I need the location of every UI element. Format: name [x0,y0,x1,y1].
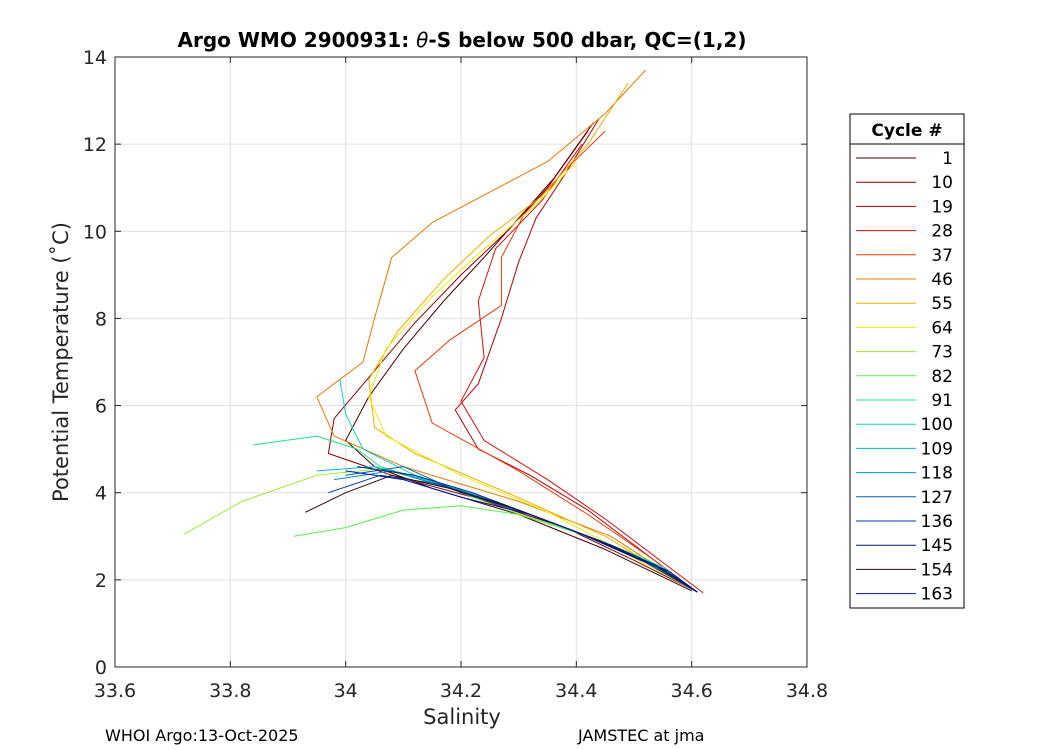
x-tick-label: 34.6 [671,680,713,702]
series-line-cycle-46 [316,69,698,593]
legend-label: 19 [931,197,953,217]
y-axis-label: Potential Temperature (˚C) [49,222,73,502]
legend-label: 91 [931,391,953,411]
legend-label: 37 [931,246,953,266]
legend-box [849,113,965,609]
chart-title-theta: θ [416,28,428,52]
series-line-cycle-64 [368,161,698,593]
x-axis-label: Salinity [423,705,501,729]
legend-label: 64 [931,318,953,338]
legend-label: 10 [931,173,953,193]
legend-title: Cycle # [871,121,942,141]
legend-label: 46 [931,270,953,290]
legend-label: 127 [921,488,953,508]
x-tick-label: 33.6 [94,680,136,702]
x-tick-label: 34 [334,680,358,702]
legend-label: 82 [931,367,953,387]
legend-label: 109 [921,439,953,459]
ticks: 33.6 33.8 34 34.2 34.4 34.6 34.8 0 2 4 6 8 10 12 14 [83,47,828,702]
footer-left: WHOI Argo:13-Oct-2025 [105,726,299,745]
footer-right: JAMSTEC at jma [578,726,705,745]
series-line-cycle-19 [454,117,698,593]
y-tick-label: 0 [95,657,107,679]
chart-title-prefix: Argo WMO 2900931: [178,28,417,52]
x-tick-label: 33.8 [209,680,251,702]
legend-label: 154 [921,560,953,580]
chart-title-suffix: -S below 500 dbar, QC=(1,2) [428,28,746,52]
y-tick-label: 14 [83,47,107,69]
legend-label: 136 [921,512,953,532]
y-tick-label: 2 [95,570,107,592]
y-tick-label: 10 [83,221,107,243]
series-line-cycle-37 [414,130,698,593]
x-tick-label: 34.8 [786,680,828,702]
x-tick-label: 34.2 [440,680,482,702]
legend: Cycle # 1 10 19 28 37 46 55 64 73 82 91 100 109 118 12… [849,113,965,609]
legend-label: 118 [921,464,953,484]
y-tick-label: 12 [83,134,107,156]
plot-area: 33.6 33.8 34 34.2 34.4 34.6 34.8 0 2 4 6 8 10 12 14 [83,47,828,702]
y-tick-label: 4 [95,483,107,505]
legend-label: 1 [942,149,953,169]
chart-title: Argo WMO 2900931: θ-S below 500 dbar, QC… [178,28,747,52]
y-tick-label: 6 [95,396,107,418]
series-line-cycle-28 [460,143,704,594]
series-layer [183,69,704,594]
legend-label: 55 [931,294,953,314]
x-tick-label: 34.4 [555,680,597,702]
legend-label: 100 [921,415,953,435]
legend-label: 73 [931,343,953,363]
legend-entries: 1 10 19 28 37 46 55 64 73 82 91 100 109 118 127 136 145 1… [856,149,953,605]
legend-label: 163 [921,585,953,605]
legend-label: 28 [931,222,953,242]
legend-label: 145 [921,536,953,556]
y-tick-label: 8 [95,308,107,330]
series-line-cycle-163 [345,470,698,593]
